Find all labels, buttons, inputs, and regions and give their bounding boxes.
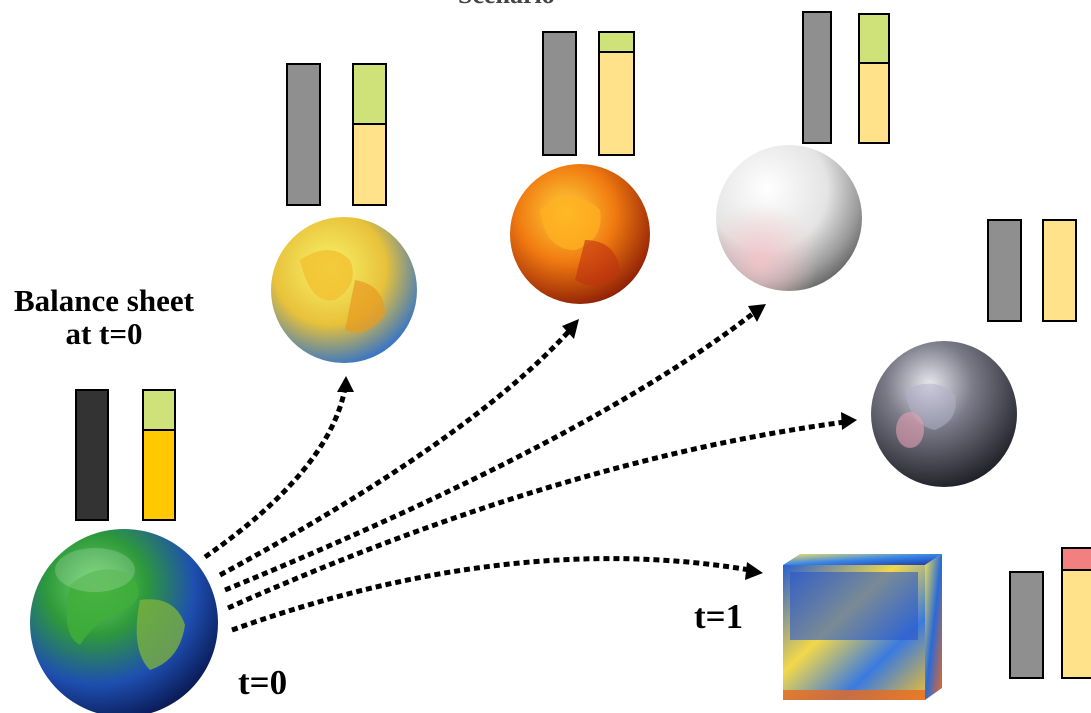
time-end-label: t=1 (694, 597, 744, 636)
balance-sheet-scenario-2 (542, 31, 635, 156)
balance-sheet-scenario-3 (802, 11, 890, 144)
liabilities-bar (142, 429, 176, 521)
white-sphere-icon (716, 145, 862, 291)
liabilities-bar (1042, 219, 1077, 322)
arrow-to-scenario-1 (203, 387, 348, 560)
equity-bar (142, 389, 176, 431)
deficit-bar (1061, 547, 1091, 571)
balance-sheet-t0 (75, 389, 176, 521)
equity-bar (352, 63, 387, 125)
equity-bar (858, 13, 890, 64)
yellow-earth-icon (271, 217, 417, 363)
arrow-to-scenario-4 (226, 419, 846, 611)
grey-metallic-globe-icon (871, 341, 1017, 487)
liabilities-bar (598, 51, 635, 156)
blue-yellow-cube-icon (783, 554, 942, 700)
balance-sheet-title: Balance sheet at t=0 (14, 284, 194, 351)
balance-sheet-scenario-4 (987, 219, 1077, 322)
balance-sheet-scenario-1 (286, 63, 387, 206)
balance-sheet-title-line-2: at t=0 (65, 316, 143, 352)
balance-sheet-title-line-1: Balance sheet (14, 283, 194, 318)
arrow-head-4 (841, 412, 857, 430)
arrow-head-5 (745, 562, 763, 580)
assets-bar (802, 11, 832, 144)
arrow-head-2 (562, 319, 579, 339)
balance-sheet-scenario-5 (1009, 547, 1091, 679)
assets-bar (542, 31, 577, 156)
liabilities-bar (1061, 569, 1091, 679)
earth-globe-icon (30, 529, 218, 713)
scenario-arrows (203, 310, 846, 633)
arrow-to-scenario-5 (231, 556, 751, 633)
assets-bar (75, 389, 109, 521)
time-start-label: t=0 (238, 663, 288, 702)
liabilities-bar (352, 123, 387, 206)
assets-bar (987, 219, 1022, 322)
arrow-heads (337, 304, 857, 580)
red-earth-icon (510, 164, 650, 304)
assets-bar (286, 63, 321, 206)
arrow-to-scenario-2 (218, 328, 572, 578)
liabilities-bar (858, 62, 890, 144)
equity-bar (598, 31, 635, 53)
arrow-head-1 (337, 376, 354, 392)
arrow-head-3 (748, 304, 766, 322)
assets-bar (1009, 571, 1044, 679)
scenario-heading-partial: Scenario (458, 0, 555, 9)
